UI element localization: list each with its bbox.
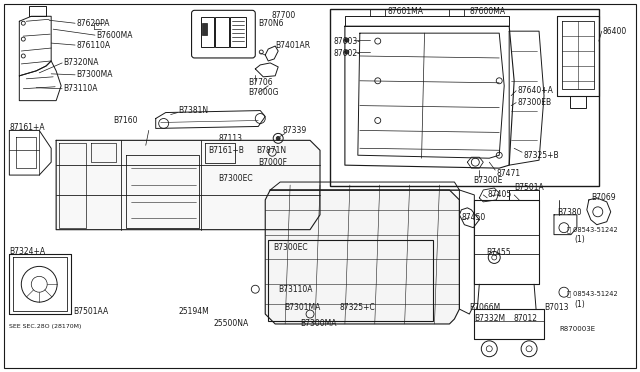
Text: B7381N: B7381N xyxy=(179,106,209,115)
Text: 87600MA: 87600MA xyxy=(469,7,506,16)
Polygon shape xyxy=(265,190,460,324)
Text: B7000G: B7000G xyxy=(248,88,279,97)
Text: B7300E: B7300E xyxy=(474,176,502,185)
Text: 87325+C: 87325+C xyxy=(340,302,376,312)
Text: 87640+A: 87640+A xyxy=(517,86,553,95)
Text: (1): (1) xyxy=(574,299,585,309)
Bar xyxy=(330,9,599,186)
Text: B7401AR: B7401AR xyxy=(275,41,310,49)
Circle shape xyxy=(276,137,280,140)
Text: Ⓢ 08543-51242: Ⓢ 08543-51242 xyxy=(567,291,618,298)
Text: B7300MA: B7300MA xyxy=(76,70,113,79)
Text: 87602-: 87602- xyxy=(334,48,361,58)
Text: B7160: B7160 xyxy=(113,116,138,125)
Text: B7380: B7380 xyxy=(557,208,582,217)
Text: B7706: B7706 xyxy=(248,78,273,87)
Circle shape xyxy=(345,38,349,42)
Text: B7000F: B7000F xyxy=(259,158,287,167)
Text: B7600MA: B7600MA xyxy=(96,31,132,40)
Polygon shape xyxy=(56,140,320,230)
Text: B7300EC: B7300EC xyxy=(218,174,253,183)
Text: B7871N: B7871N xyxy=(256,146,287,155)
Text: Ⓢ 08543-51242: Ⓢ 08543-51242 xyxy=(567,227,618,233)
Text: B7300EC: B7300EC xyxy=(273,243,308,252)
Text: B7320NA: B7320NA xyxy=(63,58,99,67)
Text: 87339: 87339 xyxy=(282,126,307,135)
Text: 86400: 86400 xyxy=(603,27,627,36)
Bar xyxy=(230,17,246,47)
Text: 25194M: 25194M xyxy=(179,307,209,315)
Text: B7455: B7455 xyxy=(486,248,511,257)
Bar xyxy=(200,17,214,47)
Text: 87161+A: 87161+A xyxy=(10,123,45,132)
Text: 87620PA: 87620PA xyxy=(76,19,109,28)
Text: B70N6: B70N6 xyxy=(259,19,284,28)
Bar xyxy=(216,17,229,47)
Text: 87113: 87113 xyxy=(218,134,243,143)
Text: B7161+B: B7161+B xyxy=(209,146,244,155)
Text: B73110A: B73110A xyxy=(278,285,313,294)
FancyBboxPatch shape xyxy=(191,10,255,58)
Text: B7300MA: B7300MA xyxy=(300,320,337,328)
Text: SEE SEC.28O (28170M): SEE SEC.28O (28170M) xyxy=(10,324,82,330)
Text: B7066M: B7066M xyxy=(469,302,500,312)
Text: 87325+B: 87325+B xyxy=(523,151,559,160)
Text: B7501A: B7501A xyxy=(514,183,544,192)
Bar xyxy=(570,96,586,108)
Text: B7301MA: B7301MA xyxy=(284,302,321,312)
Text: B7069: B7069 xyxy=(591,193,616,202)
Text: 87300EB: 87300EB xyxy=(517,98,551,107)
Text: 876110A: 876110A xyxy=(76,41,110,49)
Text: R870003E: R870003E xyxy=(559,326,595,332)
Text: B7332M: B7332M xyxy=(474,314,506,324)
Bar xyxy=(268,240,433,321)
Text: (1): (1) xyxy=(574,235,585,244)
Text: 87603-: 87603- xyxy=(334,36,361,46)
Text: 25500NA: 25500NA xyxy=(214,320,249,328)
Text: 87601MA: 87601MA xyxy=(388,7,424,16)
Text: B7324+A: B7324+A xyxy=(10,247,45,256)
Text: B7501AA: B7501AA xyxy=(73,307,108,315)
Text: B7013: B7013 xyxy=(544,302,568,312)
Text: B73110A: B73110A xyxy=(63,84,98,93)
Text: 87405: 87405 xyxy=(487,190,511,199)
Bar xyxy=(202,23,207,35)
Text: 87471: 87471 xyxy=(496,169,520,177)
Text: 87012: 87012 xyxy=(513,314,537,324)
Circle shape xyxy=(345,50,349,54)
Text: 87450: 87450 xyxy=(461,213,486,222)
Text: 87700: 87700 xyxy=(271,11,296,20)
